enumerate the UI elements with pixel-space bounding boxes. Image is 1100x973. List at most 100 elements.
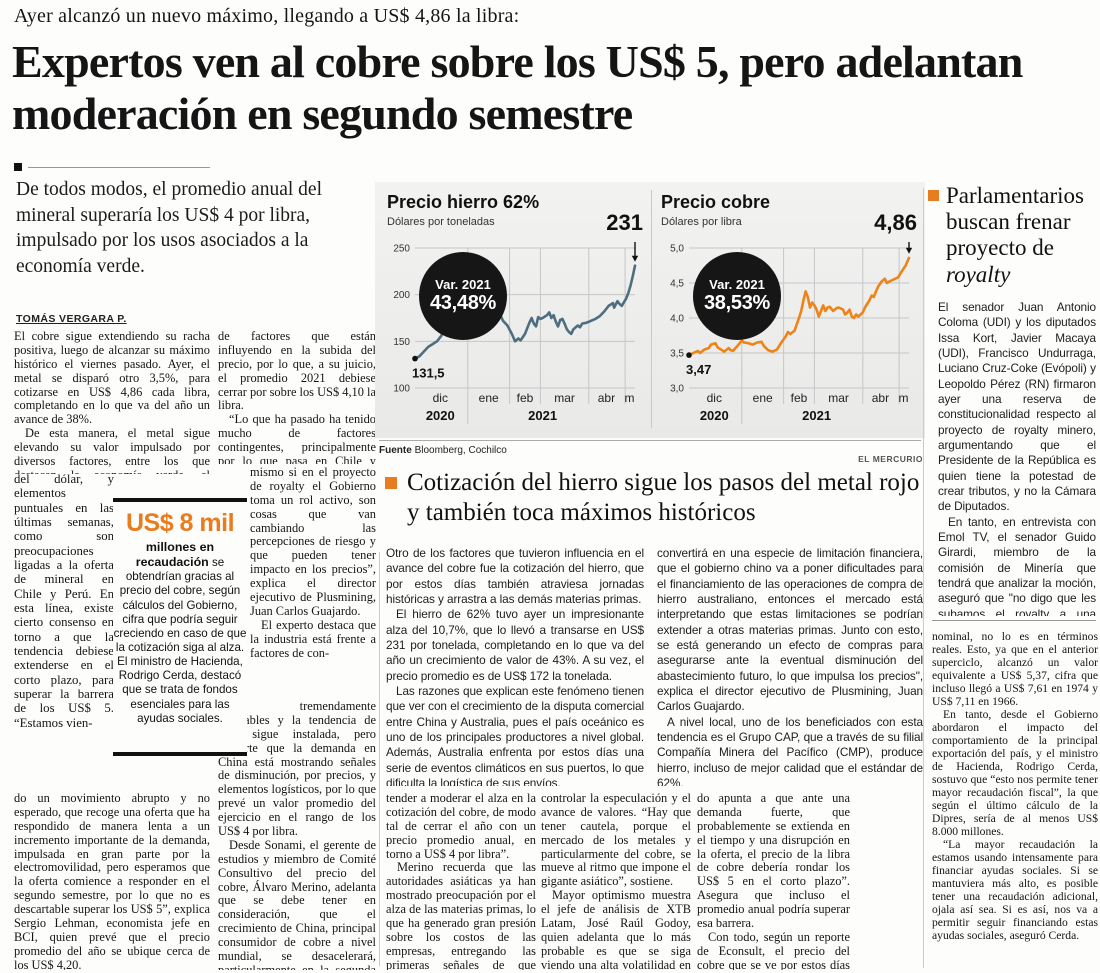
chart-end-value: 231 [606, 210, 643, 235]
article-column-1-top: El cobre sigue extendiendo su racha posi… [14, 330, 210, 474]
section-marker [14, 163, 214, 173]
paragraph: En tanto, desde el Gobierno abordaron el… [932, 707, 1098, 838]
svg-text:abr: abr [598, 391, 615, 405]
chart-title: Precio hierro 62% [387, 192, 540, 212]
svg-text:m: m [899, 391, 909, 405]
sidebar-headline-italic: royalty [946, 261, 1011, 287]
svg-text:mar: mar [554, 391, 575, 405]
svg-text:2020: 2020 [426, 408, 455, 423]
svg-text:feb: feb [791, 391, 808, 405]
paragraph: Con todo, según un reporte de Econsult, … [697, 929, 850, 970]
chart-iron-price: Precio hierro 62% Dólares por toneladas … [387, 192, 645, 432]
line-chart: 3,0 3,5 4,0 4,5 5,0 dic ene feb mar abr m 2020 2021 3… [670, 242, 913, 424]
paragraph: El cobre sigue extendiendo su racha posi… [14, 330, 210, 427]
svg-text:250: 250 [393, 244, 410, 255]
svg-text:4,0: 4,0 [670, 314, 684, 325]
column-rule-right [923, 188, 924, 968]
svg-text:100: 100 [393, 384, 410, 395]
paragraph: do apunta a que ante una demanda fuerte,… [697, 792, 850, 931]
sidebar-body: El senador Juan Antonio Coloma (UDI) y l… [938, 300, 1096, 616]
chart-end-value: 4,86 [874, 210, 917, 235]
paragraph: mismo si en el proyecto de royalty el Go… [250, 466, 376, 618]
svg-text:2021: 2021 [802, 408, 831, 423]
svg-text:3,0: 3,0 [670, 384, 684, 395]
paragraph: controlar la especulación y el avance de… [541, 792, 691, 889]
svg-text:2020: 2020 [700, 408, 729, 423]
svg-text:dic: dic [433, 391, 448, 405]
paragraph: Merino recuerda que las autoridades asiá… [386, 860, 536, 970]
pull-quote-lead: millones en recaudación [135, 540, 215, 570]
paragraph: Desde Sonami, el gerente de estudios y m… [218, 837, 376, 970]
svg-text:ene: ene [753, 391, 773, 405]
svg-text:ene: ene [479, 391, 499, 405]
paragraph: A nivel local, uno de los beneficiados c… [657, 714, 923, 786]
charts-divider [651, 190, 652, 428]
chart-axis-label: Dólares por toneladas [387, 216, 495, 228]
article-column-2-top: de factores que están influyendo en la s… [218, 330, 376, 464]
chart-axis-label: Dólares por libra [661, 216, 742, 228]
article-column-5: do apunta a que ante una demanda fuerte,… [697, 792, 850, 970]
article-column-2-narrow: mismo si en el proyecto de royalty el Go… [250, 466, 376, 698]
line-chart: 100 150 200 250 dic ene feb mar abr m 2020 2021 131,… [393, 242, 639, 424]
article-column-4: controlar la especulación y el avance de… [541, 792, 691, 970]
paragraph: En tanto, en entrevista con Emol TV, el … [938, 514, 1096, 616]
section-rule [28, 167, 210, 168]
paragraph: del dólar, y elementos puntuales en las … [14, 472, 114, 730]
article-column-3: tender a moderar el alza en la cotizació… [386, 792, 536, 970]
article-column-2-bottom: texto tremendamente favorables y la tend… [218, 700, 376, 970]
svg-text:m: m [625, 391, 635, 405]
paragraph: De esta manera, el metal sigue elevando … [14, 426, 210, 474]
subarticle-bullet-icon [385, 477, 397, 489]
svg-text:feb: feb [517, 391, 534, 405]
article-column-1-bottom: do un movimiento abrupto y no esperado, … [14, 792, 210, 970]
paragraph: El hierro de 62% tuvo ayer un impresiona… [386, 607, 644, 683]
paragraph: tender a moderar el alza en la cotizació… [386, 792, 536, 861]
page-title: Expertos ven al cobre sobre los US$ 5, p… [12, 36, 1023, 139]
paragraph: texto tremendamente favorables y la tend… [218, 700, 376, 839]
charts-panel: Precio hierro 62% Dólares por toneladas … [375, 182, 925, 464]
article-dek: De todos modos, el promedio anual del mi… [16, 179, 322, 278]
paragraph: El experto destaca que la industria está… [250, 617, 376, 660]
paragraph: de factores que están influyendo en la s… [218, 330, 376, 413]
chart-source: Fuente Bloomberg, Cochilco [379, 440, 921, 456]
svg-text:131,5: 131,5 [412, 366, 445, 381]
pull-quote-text: millones en recaudación se obtendrían gr… [113, 540, 247, 725]
chart-title: Precio cobre [661, 192, 771, 212]
svg-text:2021: 2021 [528, 408, 557, 423]
variation-badge: Var. 2021 38,53% [693, 252, 781, 340]
svg-text:3,5: 3,5 [670, 349, 684, 360]
article-column-1-narrow: del dólar, y elementos puntuales en las … [14, 472, 114, 790]
svg-text:5,0: 5,0 [670, 244, 684, 255]
chart-copper-price: Precio cobre Dólares por libra 4,86 3,0 3… [661, 192, 919, 432]
paragraph: “Lo que ha pasado ha tenido mucho de fac… [218, 412, 376, 464]
paragraph: “La mayor recaudación la estamos usando … [932, 837, 1098, 942]
section-bullet-icon [14, 163, 22, 171]
svg-text:4,5: 4,5 [670, 279, 684, 290]
svg-text:abr: abr [872, 391, 889, 405]
pull-quote-box: US$ 8 mil millones en recaudación se obt… [113, 498, 247, 756]
sidebar-headline: Parlamentarios buscan frenar proyecto de… [946, 183, 1084, 287]
paragraph: do un movimiento abrupto y no esperado, … [14, 792, 210, 970]
paragraph: nominal, no lo es en términos reales. Es… [932, 630, 1098, 708]
paragraph: convertirá en una especie de limitación … [657, 546, 923, 714]
subarticle-column-2: convertirá en una especie de limitación … [657, 546, 923, 786]
newspaper-credit: EL MERCURIO [858, 454, 923, 464]
subarticle-column-1: Otro de los factores que tuvieron influe… [386, 546, 644, 786]
article-column-6: nominal, no lo es en términos reales. Es… [932, 630, 1098, 970]
variation-badge: Var. 2021 43,48% [419, 252, 507, 340]
sidebar-divider [932, 620, 1096, 621]
paragraph: Otro de los factores que tuvieron influe… [386, 546, 644, 606]
subarticle-headline: Cotización del hierro sigue los pasos de… [407, 469, 920, 526]
svg-text:150: 150 [393, 337, 410, 348]
paragraph: Las razones que explican este fenómeno t… [386, 683, 644, 786]
svg-text:dic: dic [707, 391, 722, 405]
svg-text:200: 200 [393, 290, 410, 301]
column-rule-left [379, 552, 380, 966]
svg-text:3,47: 3,47 [686, 362, 711, 377]
paragraph: Mayor optimismo muestra el jefe de análi… [541, 888, 691, 970]
sidebar-bullet-icon [928, 190, 939, 201]
pull-quote-amount: US$ 8 mil [125, 509, 235, 537]
byline: TOMÁS VERGARA P. [16, 313, 127, 325]
kicker: Ayer alcanzó un nuevo máximo, llegando a… [14, 5, 520, 27]
paragraph: El senador Juan Antonio Coloma (UDI) y l… [938, 300, 1096, 514]
